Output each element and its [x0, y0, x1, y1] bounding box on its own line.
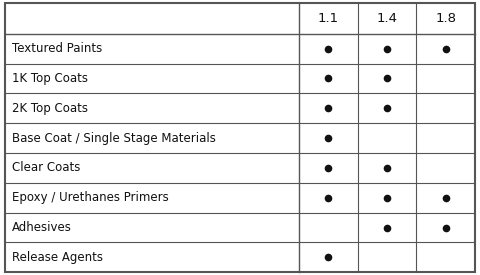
Text: Clear Coats: Clear Coats	[12, 161, 80, 174]
Text: Epoxy / Urethanes Primers: Epoxy / Urethanes Primers	[12, 191, 169, 204]
Text: Adhesives: Adhesives	[12, 221, 72, 234]
Text: 2K Top Coats: 2K Top Coats	[12, 102, 88, 115]
Text: 1.8: 1.8	[435, 12, 456, 25]
Text: Release Agents: Release Agents	[12, 251, 103, 264]
Text: Base Coat / Single Stage Materials: Base Coat / Single Stage Materials	[12, 132, 216, 145]
Text: 1.1: 1.1	[318, 12, 339, 25]
Text: 1.4: 1.4	[376, 12, 397, 25]
Text: 1K Top Coats: 1K Top Coats	[12, 72, 88, 85]
Text: Textured Paints: Textured Paints	[12, 42, 102, 55]
